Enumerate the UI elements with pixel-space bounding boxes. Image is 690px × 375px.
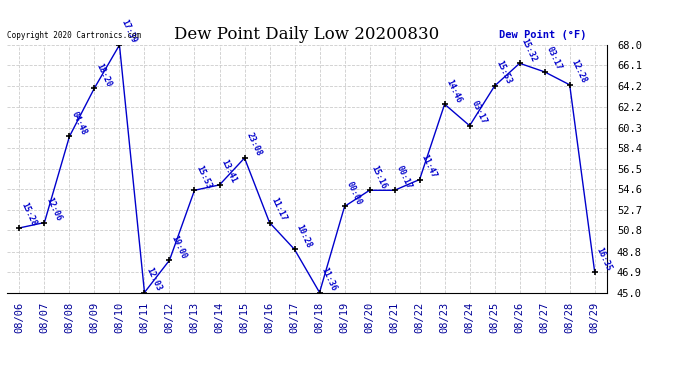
Text: 16:35: 16:35 — [595, 246, 613, 272]
Text: 11:17: 11:17 — [270, 196, 288, 222]
Text: 17:39: 17:39 — [119, 18, 138, 45]
Text: 15:16: 15:16 — [370, 164, 388, 190]
Text: 03:17: 03:17 — [544, 45, 564, 72]
Title: Dew Point Daily Low 20200830: Dew Point Daily Low 20200830 — [175, 27, 440, 44]
Text: 19:00: 19:00 — [170, 234, 188, 260]
Text: 11:36: 11:36 — [319, 266, 338, 292]
Text: 03:17: 03:17 — [470, 99, 489, 126]
Text: 23:08: 23:08 — [244, 132, 264, 158]
Text: Copyright 2020 Cartronics.com: Copyright 2020 Cartronics.com — [7, 31, 141, 40]
Text: 15:53: 15:53 — [495, 59, 513, 86]
Text: 15:53: 15:53 — [195, 164, 213, 190]
Text: 04:48: 04:48 — [70, 110, 88, 136]
Text: 15:32: 15:32 — [520, 37, 538, 63]
Text: 10:28: 10:28 — [295, 223, 313, 249]
Text: 15:28: 15:28 — [19, 201, 38, 228]
Text: 18:20: 18:20 — [95, 62, 113, 88]
Text: 12:28: 12:28 — [570, 58, 589, 85]
Text: 14:46: 14:46 — [444, 78, 464, 104]
Text: 12:03: 12:03 — [144, 266, 164, 292]
Text: 00:00: 00:00 — [344, 180, 364, 206]
Text: 11:47: 11:47 — [420, 153, 438, 180]
Text: 13:41: 13:41 — [219, 158, 238, 185]
Text: 12:06: 12:06 — [44, 196, 63, 222]
Text: Dew Point (°F): Dew Point (°F) — [499, 30, 586, 40]
Text: 00:17: 00:17 — [395, 164, 413, 190]
